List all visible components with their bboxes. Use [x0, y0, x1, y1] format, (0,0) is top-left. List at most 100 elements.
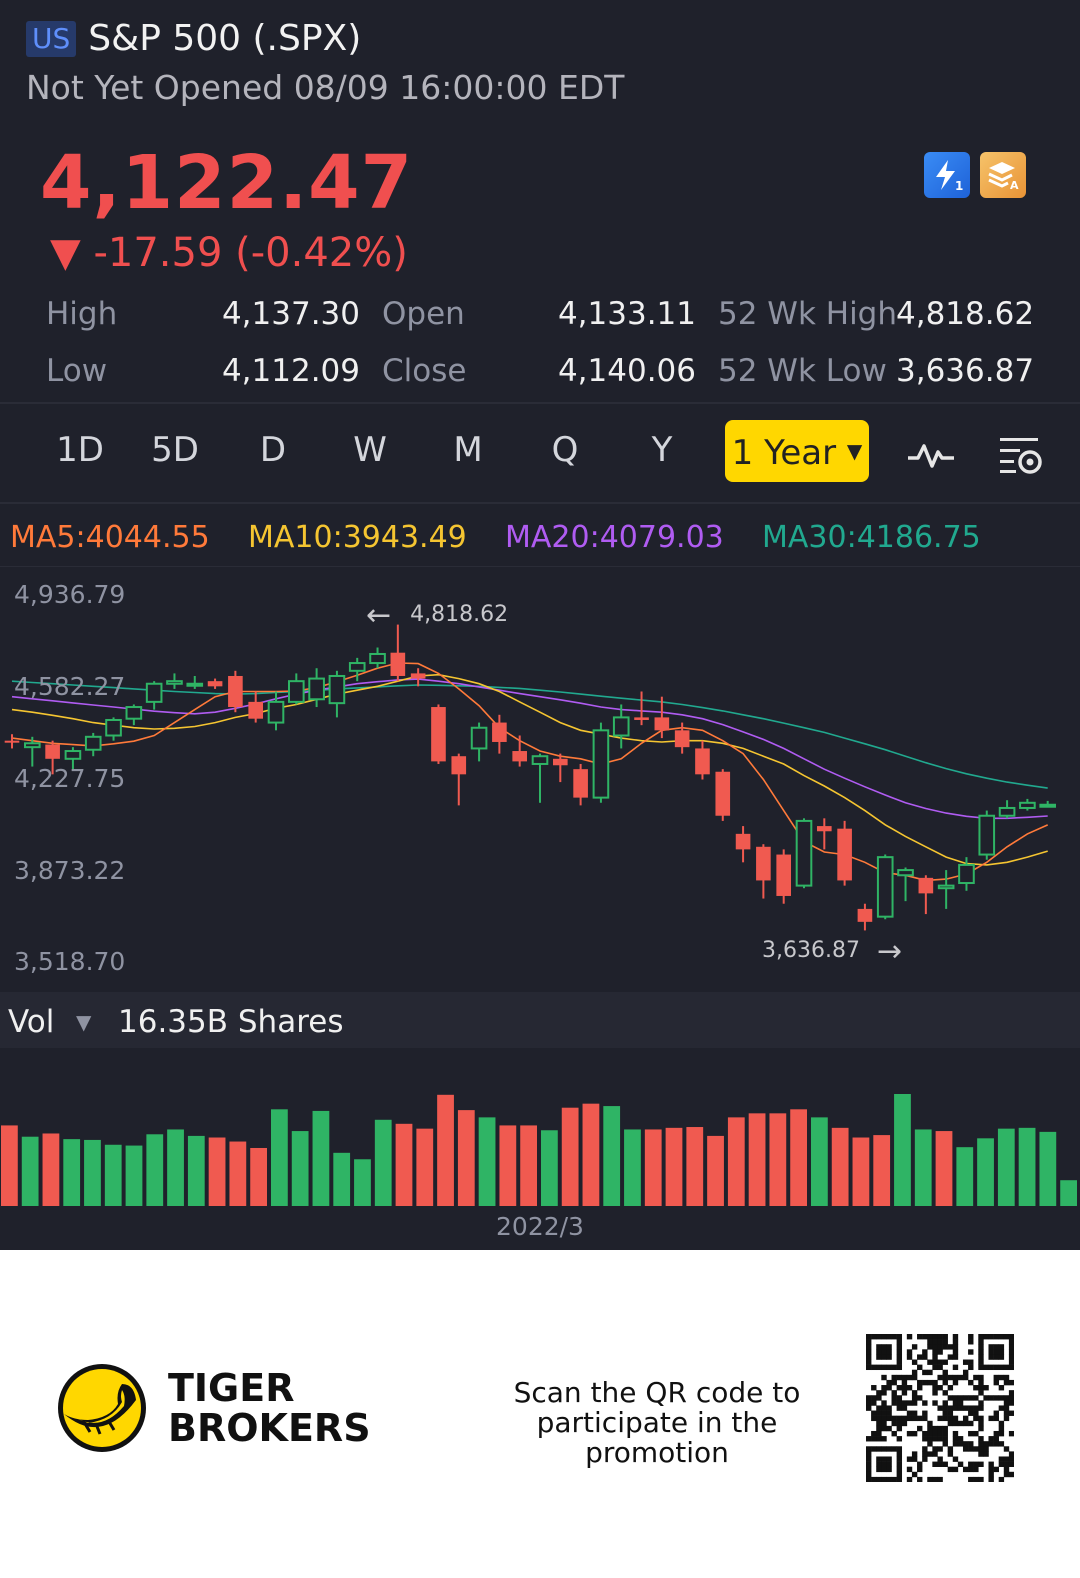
volume-bar	[769, 1113, 787, 1206]
volume-bar	[1039, 1131, 1057, 1206]
volume-bar	[374, 1119, 392, 1206]
qr-code[interactable]	[866, 1334, 1014, 1482]
candle-body	[248, 701, 264, 719]
tab-1d[interactable]: 1D	[56, 430, 104, 470]
arrow-left-icon: ←	[366, 598, 392, 633]
ma5-label: MA5:4044.55	[10, 520, 210, 555]
candle-body	[328, 674, 346, 705]
volume-bar	[291, 1131, 309, 1206]
divider	[0, 566, 1080, 567]
brand-name-line1: TIGER	[168, 1366, 295, 1410]
ma5-line	[11, 662, 1049, 882]
high-marker-value: 4,818.62	[410, 602, 509, 627]
candle-body	[512, 751, 528, 762]
volume-bar	[437, 1094, 454, 1206]
stat-value-close: 4,140.06	[557, 353, 696, 389]
volume-bar	[644, 1129, 662, 1206]
settings-icon[interactable]	[996, 432, 1044, 480]
candle-body	[369, 652, 386, 665]
volume-bar	[665, 1127, 683, 1206]
candle-body	[166, 680, 183, 685]
volume-bar	[333, 1152, 351, 1206]
stat-value-open: 4,133.11	[557, 296, 696, 332]
stat-label-52wk-high: 52 Wk High	[718, 296, 898, 332]
high-marker: ← 4,818.62	[366, 598, 508, 633]
volume-bar	[707, 1135, 724, 1206]
volume-header[interactable]: Vol ▼ 16.35B Shares	[0, 992, 1080, 1048]
volume-bar	[541, 1130, 558, 1206]
promo-footer: TIGER BROKERS Scan the QR code to partic…	[0, 1250, 1080, 1578]
volume-bar	[520, 1125, 537, 1206]
tab-y[interactable]: Y	[651, 430, 673, 470]
volume-bar	[831, 1127, 849, 1206]
volume-bar	[748, 1113, 766, 1206]
candle-body	[45, 744, 60, 759]
candle-body	[634, 717, 649, 720]
candle-body	[837, 828, 852, 881]
volume-bar	[416, 1128, 434, 1206]
volume-bar	[312, 1110, 330, 1206]
candle-body	[937, 884, 955, 890]
y-tick-label: 3,873.22	[14, 856, 126, 885]
stack-icon[interactable]: A	[980, 152, 1026, 198]
tiger-logo	[56, 1362, 148, 1458]
header: US S&P 500 (.SPX)	[26, 18, 361, 59]
candlestick-chart[interactable]	[0, 568, 1080, 988]
tab-w[interactable]: W	[353, 430, 387, 470]
candle-body	[23, 742, 41, 749]
svg-text:1: 1	[955, 179, 963, 192]
symbol-title: S&P 500 (.SPX)	[88, 18, 362, 59]
volume-bar	[582, 1103, 600, 1206]
volume-bar	[187, 1135, 205, 1206]
volume-bar	[727, 1117, 745, 1206]
candle-body	[451, 756, 467, 775]
tab-d[interactable]: D	[259, 430, 287, 470]
volume-bar	[561, 1107, 579, 1206]
candle-body	[492, 722, 507, 742]
stat-label-high: High	[46, 296, 118, 332]
volume-bar	[873, 1135, 891, 1206]
y-tick-label: 4,936.79	[14, 580, 126, 609]
svg-text:A: A	[1010, 179, 1019, 192]
candle-body	[573, 769, 588, 798]
candle-body	[776, 854, 792, 896]
tab-m[interactable]: M	[453, 430, 483, 470]
volume-bar	[852, 1137, 870, 1206]
stat-value-low: 4,112.09	[221, 353, 360, 389]
price-change: ▼ -17.59 (-0.42%)	[50, 230, 408, 276]
tab-q[interactable]: Q	[551, 430, 579, 470]
candle-body	[64, 750, 82, 760]
stat-label-open: Open	[382, 296, 465, 332]
volume-bar	[271, 1109, 288, 1206]
brand-name-line2: BROKERS	[168, 1406, 371, 1450]
indicator-icon[interactable]	[906, 436, 956, 476]
lightning-icon[interactable]: 1	[924, 152, 970, 198]
volume-bar	[811, 1117, 828, 1206]
candle-body	[876, 856, 894, 918]
volume-bar	[603, 1106, 621, 1206]
candle-body	[431, 707, 446, 762]
volume-bar	[250, 1147, 267, 1206]
tab-5d[interactable]: 5D	[151, 430, 199, 470]
candle-body	[4, 740, 20, 743]
volume-label: Vol	[8, 1004, 55, 1040]
candle-body	[857, 908, 873, 922]
candle-body	[228, 675, 243, 708]
x-axis-date: 2022/3	[496, 1212, 584, 1241]
volume-bar	[63, 1139, 81, 1206]
volume-bar	[894, 1094, 911, 1206]
volume-bar	[395, 1123, 413, 1206]
candle-body	[918, 877, 934, 894]
candle-body	[105, 718, 122, 737]
volume-bar	[21, 1136, 39, 1206]
candle-body	[207, 681, 223, 687]
range-dropdown[interactable]: 1 Year ▼	[725, 420, 869, 482]
candle-body	[897, 869, 914, 877]
caret-down-icon[interactable]: ▼	[76, 1010, 92, 1034]
candle-body	[592, 729, 610, 799]
candle-body	[531, 755, 549, 765]
market-status: Not Yet Opened 08/09 16:00:00 EDT	[26, 68, 625, 107]
volume-bar	[935, 1131, 953, 1206]
stat-value-52wk-high: 4,818.62	[896, 296, 1035, 332]
volume-bar	[624, 1129, 641, 1206]
